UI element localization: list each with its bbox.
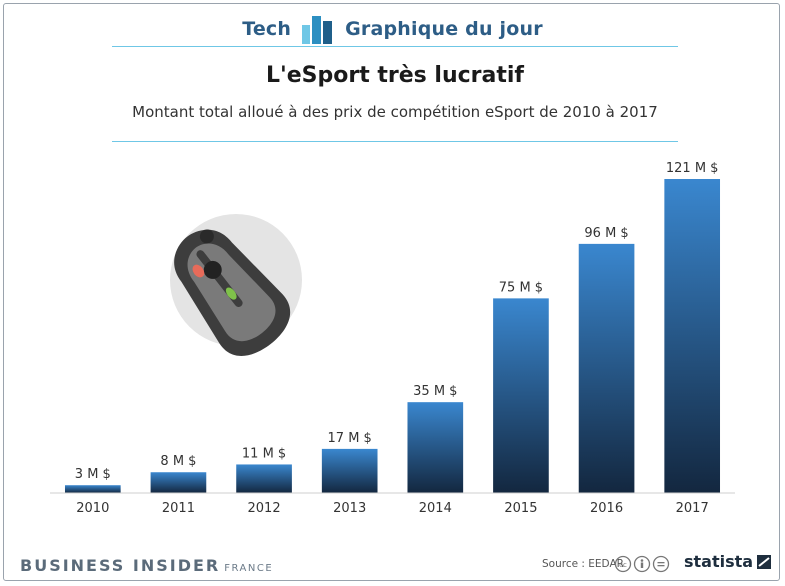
footer-brand: BUSINESS INSIDER FRANCE	[20, 556, 273, 575]
header-daily-chart-label: Graphique du jour	[345, 18, 543, 40]
data-label-2012: 11 M $	[242, 446, 286, 461]
x-tick-label-2015: 2015	[504, 501, 537, 516]
statista-wordmark: statista	[684, 552, 754, 571]
business-insider-logo: BUSINESS INSIDER	[20, 556, 221, 575]
source-label: Source : EEDAR	[542, 558, 624, 570]
bar-2014	[407, 402, 464, 493]
x-tick-label-2014: 2014	[419, 501, 452, 516]
data-label-2010: 3 M $	[75, 467, 111, 482]
statista-mark-icon	[757, 554, 772, 569]
x-tick-label-2013: 2013	[333, 501, 366, 516]
data-label-2017: 121 M $	[666, 161, 719, 176]
data-label-2014: 35 M $	[413, 384, 457, 399]
creative-commons-icon: cc	[614, 555, 676, 577]
bar-2011	[150, 472, 207, 493]
bar-2017	[664, 179, 721, 493]
x-tick-label-2012: 2012	[248, 501, 281, 516]
gaming-mouse-icon	[170, 214, 302, 357]
data-label-2011: 8 M $	[160, 454, 196, 469]
chart-title: L'eSport très lucratif	[265, 63, 525, 88]
x-tick-label-2011: 2011	[162, 501, 195, 516]
bar-2013	[321, 448, 378, 493]
title-box: L'eSport très lucratif Montant total all…	[112, 46, 678, 142]
x-tick-label-2016: 2016	[590, 501, 623, 516]
bar-2015	[493, 298, 549, 493]
bar-2016	[578, 243, 635, 493]
x-tick-label-2017: 2017	[676, 501, 709, 516]
svg-text:cc: cc	[619, 561, 627, 569]
bar-2012	[236, 464, 292, 493]
header-tech-label: Tech	[242, 18, 292, 40]
x-tick-label-2010: 2010	[76, 501, 109, 516]
edition-label: FRANCE	[224, 563, 274, 574]
bar-chart-logo-icon	[301, 14, 333, 44]
infographic-frame	[3, 3, 780, 581]
bar-2010	[64, 485, 121, 493]
data-label-2016: 96 M $	[584, 226, 628, 241]
statista-logo: statista	[684, 552, 772, 571]
data-label-2013: 17 M $	[328, 431, 372, 446]
data-label-2015: 75 M $	[499, 280, 543, 295]
chart-subtitle: Montant total alloué à des prix de compé…	[132, 103, 658, 121]
header: Tech Graphique du jour	[0, 12, 785, 46]
